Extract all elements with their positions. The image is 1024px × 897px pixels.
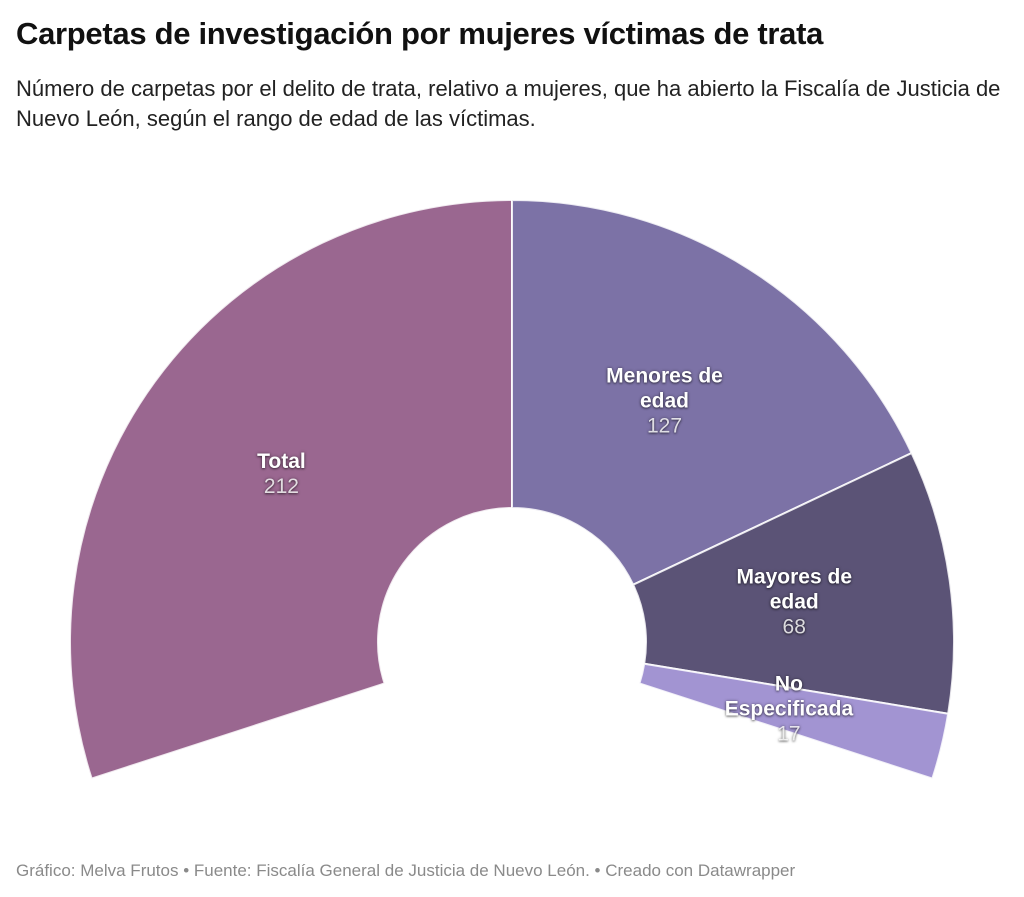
page-title: Carpetas de investigación por mujeres ví… xyxy=(16,16,824,51)
pie-slice-no-especificada[interactable] xyxy=(638,662,950,780)
chart-subtitle: Número de carpetas por el delito de trat… xyxy=(16,76,1001,131)
pie-slice-total[interactable] xyxy=(68,199,513,780)
pie-slice-mayores-de-edad[interactable] xyxy=(632,452,955,715)
pie-slice-menores-de-edad[interactable] xyxy=(511,199,913,586)
chart-footer: Gráfico: Melva Frutos • Fuente: Fiscalía… xyxy=(16,861,796,880)
